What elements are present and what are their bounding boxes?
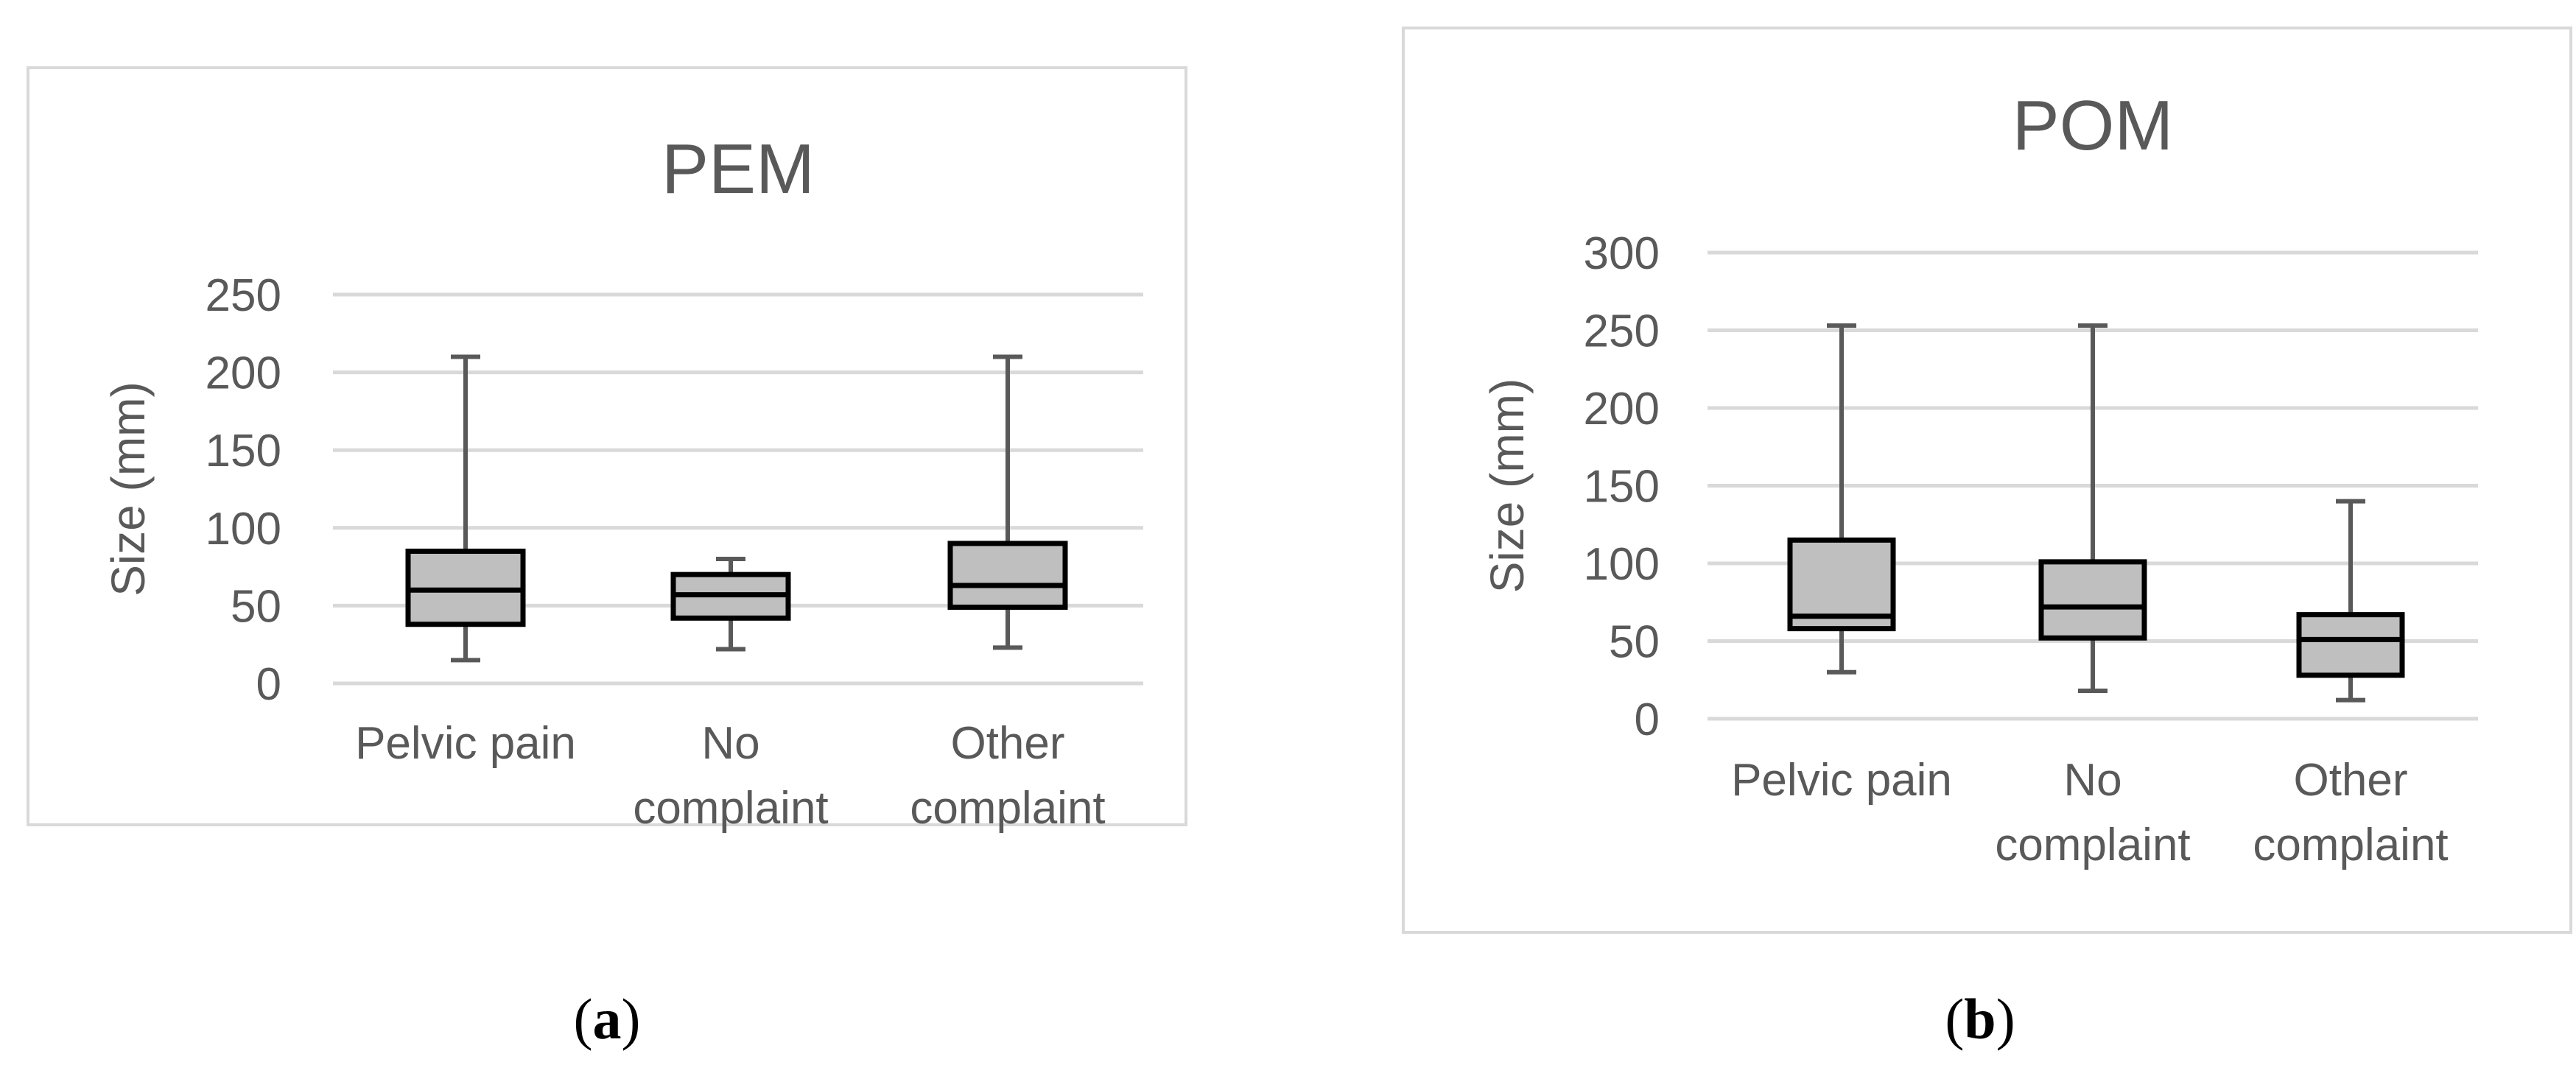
y-tick-label: 0 (256, 659, 281, 710)
y-tick-label: 150 (206, 426, 281, 476)
chart-frame (1402, 27, 2572, 934)
x-category-label-line: complaint (910, 783, 1105, 834)
caption-letter: a (593, 987, 622, 1051)
x-category-label-line: complaint (2253, 820, 2448, 870)
panel-caption: (a) (574, 987, 641, 1051)
y-tick-label: 250 (1584, 306, 1660, 357)
box-1 (2038, 323, 2147, 694)
y-tick-label: 0 (1635, 694, 1660, 745)
iqr-box (947, 541, 1068, 611)
x-category-label-line: Pelvic pain (355, 718, 576, 769)
x-category-label-line: Pelvic pain (1731, 755, 1952, 806)
chart-title: PEM (661, 130, 815, 208)
box-2 (947, 354, 1068, 650)
y-tick-label: 200 (1584, 384, 1660, 435)
y-axis-label: Size (mm) (102, 381, 155, 597)
box-2 (2296, 499, 2405, 703)
y-tick-label: 250 (206, 270, 281, 321)
iqr-box (2038, 559, 2147, 641)
x-category-label-line: complaint (1995, 820, 2190, 870)
caption-letter: b (1964, 987, 1996, 1051)
chart-title: POM (2012, 86, 2174, 165)
x-category-label: No complaint (633, 718, 828, 834)
x-category-label: Other complaint (2253, 755, 2448, 870)
chart-panel-pom: POM 0 50 100 150 200 250 300 Size (mm) Pelvic pai… (1402, 27, 2572, 934)
caption-open-paren: ( (1945, 987, 1964, 1051)
x-category-label: Pelvic pain (355, 718, 576, 769)
y-tick-label: 150 (1584, 462, 1660, 513)
caption-close-paren: ) (622, 987, 641, 1051)
y-tick-label: 200 (206, 348, 281, 399)
box-1 (670, 557, 791, 652)
y-tick-label: 50 (231, 581, 281, 632)
x-category-label: No complaint (1995, 755, 2190, 870)
box-0 (1787, 323, 1896, 675)
x-category-label: Other complaint (910, 718, 1105, 834)
panel-caption: (b) (1945, 987, 2015, 1051)
x-category-label: Pelvic pain (1731, 755, 1952, 806)
y-tick-label: 100 (206, 504, 281, 555)
x-category-label-line: complaint (633, 783, 828, 834)
x-category-label-line: No (2063, 755, 2121, 806)
x-category-label-line: No (701, 718, 759, 769)
box-0 (405, 354, 526, 663)
y-tick-label: 50 (1609, 617, 1660, 668)
chart-frame (27, 66, 1187, 826)
y-tick-label: 300 (1584, 228, 1660, 279)
caption-close-paren: ) (1996, 987, 2015, 1051)
chart-panel-pem: PEM 0 50 100 150 200 250 Size (mm) Pelvic pain No… (27, 66, 1187, 834)
y-tick-label: 100 (1584, 539, 1660, 590)
x-category-label-line: Other (950, 718, 1064, 769)
x-category-label-line: Other (2293, 755, 2407, 806)
iqr-box (2296, 612, 2405, 678)
y-axis-label: Size (mm) (1481, 379, 1534, 594)
caption-open-paren: ( (574, 987, 593, 1051)
